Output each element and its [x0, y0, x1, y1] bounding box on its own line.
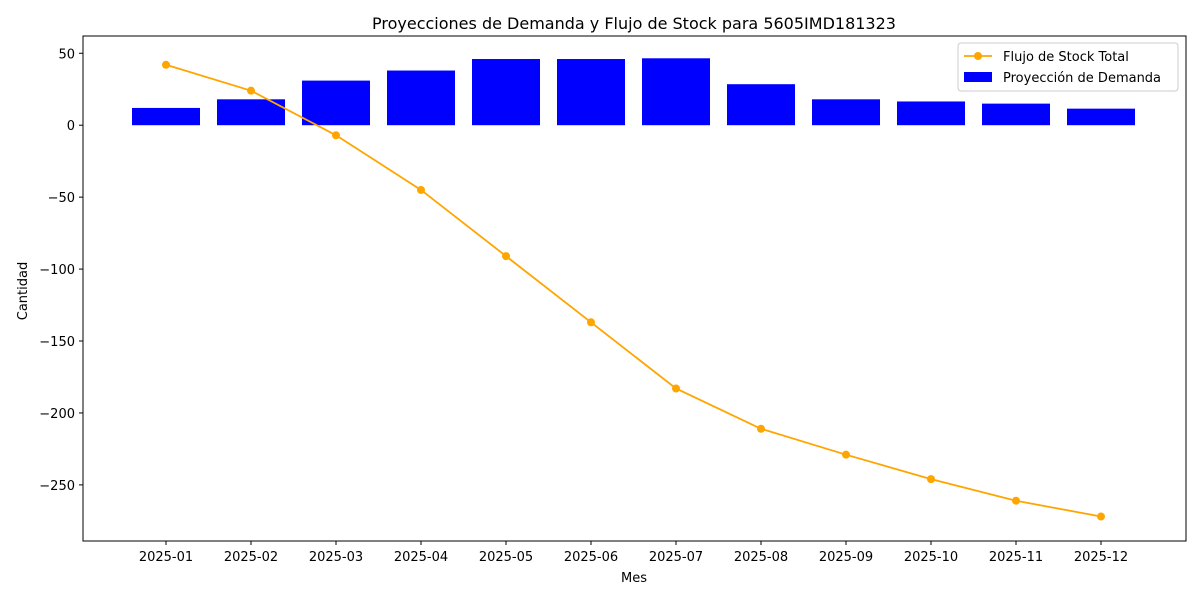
x-tick-label: 2025-10: [904, 550, 958, 565]
x-tick-label: 2025-11: [989, 550, 1043, 565]
demand-bar: [727, 84, 795, 126]
y-tick-label: −200: [39, 407, 75, 422]
y-tick-label: −100: [39, 263, 75, 278]
y-axis: 50 0 −50 −100 −150 −200 −250: [39, 47, 83, 494]
legend-label-stock-flow: Flujo de Stock Total: [1003, 50, 1129, 65]
x-tick-label: 2025-12: [1074, 550, 1128, 565]
demand-bar: [812, 99, 880, 126]
x-tick-label: 2025-05: [479, 550, 533, 565]
stock-flow-point: [927, 475, 935, 484]
demand-bar: [217, 99, 285, 126]
stock-flow-point: [1012, 496, 1020, 505]
y-tick-label: −150: [39, 335, 75, 350]
stock-flow-line: [165, 63, 1102, 518]
legend: Flujo de Stock Total Proyección de Demand…: [957, 42, 1179, 92]
stock-flow-point: [332, 131, 340, 140]
stock-flow-point: [587, 318, 595, 327]
stock-flow-point: [842, 450, 850, 459]
y-tick-label: 0: [67, 119, 75, 134]
legend-box: [957, 42, 1179, 92]
stock-flow-point: [672, 384, 680, 393]
demand-bar: [1067, 108, 1135, 126]
x-tick-label: 2025-01: [139, 550, 193, 565]
x-tick-label: 2025-08: [734, 550, 788, 565]
plot-area: [82, 35, 1187, 542]
demand-bar: [557, 59, 625, 126]
y-tick-label: 50: [58, 47, 75, 62]
demand-bar: [642, 58, 710, 126]
demand-bar: [982, 103, 1050, 126]
y-axis-label: Cantidad: [16, 262, 31, 320]
x-axis-label: Mes: [621, 571, 647, 586]
demand-bar: [472, 59, 540, 126]
x-tick-label: 2025-04: [394, 550, 448, 565]
y-tick-label: −250: [39, 479, 75, 494]
x-tick-label: 2025-07: [649, 550, 703, 565]
stock-flow-point: [247, 86, 255, 95]
plot-frame: [82, 35, 1187, 542]
chart-title: Proyecciones de Demanda y Flujo de Stock…: [372, 14, 896, 33]
legend-line-marker: [974, 52, 982, 60]
x-tick-label: 2025-06: [564, 550, 618, 565]
y-tick-label: −50: [48, 191, 75, 206]
stock-flow-point: [502, 252, 510, 261]
demand-bar: [897, 101, 965, 126]
demand-bar: [387, 70, 455, 126]
x-tick-label: 2025-02: [224, 550, 278, 565]
legend-label-demand: Proyección de Demanda: [1003, 71, 1161, 86]
stock-flow-point: [162, 60, 170, 69]
demand-bar: [132, 107, 200, 126]
x-axis: 2025-01 2025-02 2025-03 2025-04 2025-05 2025-…: [139, 541, 1128, 565]
stock-flow-point: [757, 424, 765, 433]
legend-bar-swatch: [964, 72, 992, 82]
demand-bar: [302, 80, 370, 126]
stock-flow-point: [417, 185, 425, 194]
stock-flow-point: [1097, 512, 1105, 521]
x-tick-label: 2025-09: [819, 550, 873, 565]
x-tick-label: 2025-03: [309, 550, 363, 565]
